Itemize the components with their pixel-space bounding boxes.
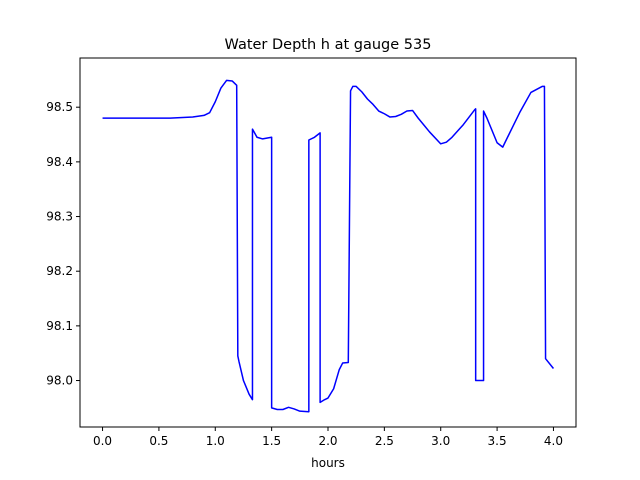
x-tick-label: 1.5 <box>262 434 281 448</box>
x-axis-label: hours <box>311 456 345 470</box>
x-tick-label: 0.5 <box>149 434 168 448</box>
x-tick-label: 2.5 <box>375 434 394 448</box>
x-tick-label: 0.0 <box>93 434 112 448</box>
y-tick-label: 98.4 <box>46 155 73 169</box>
axes-frame <box>79 57 577 428</box>
y-axis-ticks: 98.0 98.1 98.2 98.3 98.4 98.5 <box>46 100 80 388</box>
y-tick-label: 98.5 <box>46 100 73 114</box>
x-tick-label: 1.0 <box>206 434 225 448</box>
x-tick-label: 4.0 <box>544 434 563 448</box>
y-tick-label: 98.0 <box>46 374 73 388</box>
y-tick-label: 98.1 <box>46 319 73 333</box>
x-axis-ticks: 0.0 0.5 1.0 1.5 2.0 2.5 3.0 3.5 4.0 <box>93 427 563 448</box>
series-line-0 <box>102 79 555 413</box>
x-tick-label: 3.5 <box>488 434 507 448</box>
y-tick-label: 98.2 <box>46 264 73 278</box>
plot-area <box>102 79 555 413</box>
x-tick-label: 3.0 <box>431 434 450 448</box>
y-tick-label: 98.3 <box>46 210 73 224</box>
chart-title: Water Depth h at gauge 535 <box>225 37 432 53</box>
x-tick-label: 2.0 <box>318 434 337 448</box>
